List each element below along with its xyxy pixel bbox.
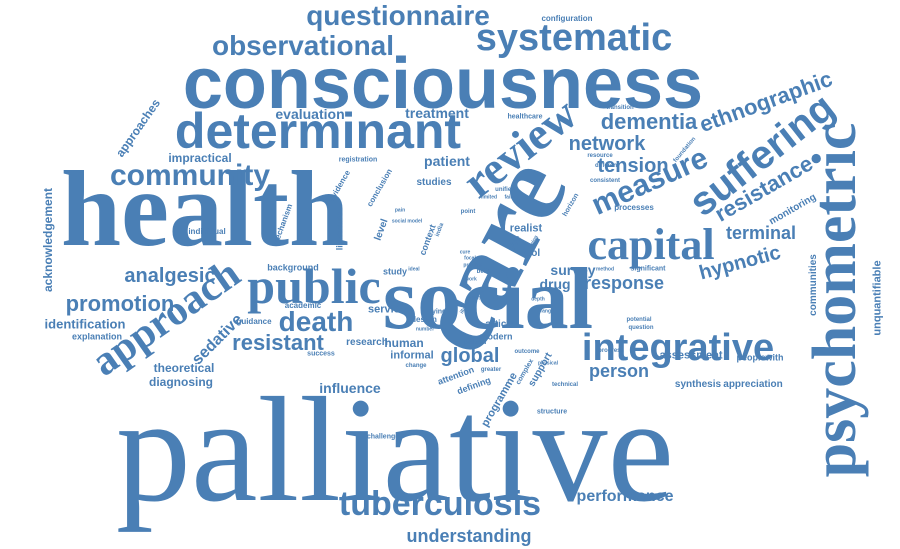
word-terminal: terminal: [726, 224, 796, 242]
word-progress: progress: [598, 348, 624, 354]
word-community: community: [110, 161, 270, 191]
word-study: study: [383, 268, 407, 277]
word-performance: performance: [577, 489, 674, 505]
word-literature: literature: [336, 212, 345, 251]
word-understanding: understanding: [407, 527, 532, 545]
word-processes: processes: [614, 204, 654, 212]
word-global: global: [441, 346, 500, 366]
word-depth: depth: [531, 298, 545, 303]
word-design: design: [411, 316, 437, 324]
word-focal: focal: [464, 257, 476, 262]
word-greater: greater: [481, 367, 501, 373]
word-method: method: [596, 268, 614, 273]
word-work: work: [465, 278, 477, 283]
word-physical: physical: [538, 362, 558, 367]
word-survey: survey: [550, 263, 595, 277]
word-conclusion: conclusion: [366, 168, 394, 209]
word-promotion: promotion: [66, 293, 175, 315]
word-significant: significant: [630, 266, 665, 273]
word-explanation: explanation: [72, 333, 122, 342]
word-limited: limited: [481, 196, 497, 201]
word-success: success: [307, 351, 335, 358]
word-systematic: systematic: [476, 19, 672, 57]
word-range: range: [540, 310, 554, 315]
word-dying: dying: [428, 309, 447, 316]
word-healthcare: healthcare: [507, 114, 542, 121]
word-failure: failure: [504, 196, 519, 201]
word-service: service: [368, 305, 406, 316]
word-capital: capital: [587, 223, 714, 267]
word-diagnosing: diagnosing: [149, 376, 213, 388]
word-network: network: [569, 134, 646, 154]
word-individual: individual: [188, 228, 225, 236]
word-drug: drug: [539, 277, 570, 291]
word-pain: pain: [395, 209, 405, 214]
word-influence: influence: [319, 381, 380, 395]
word-better: better: [477, 269, 494, 275]
word-structure: structure: [537, 409, 567, 416]
word-synthesis: synthesis: [675, 380, 721, 390]
word-transition: transition: [606, 105, 633, 111]
word-theoretical: theoretical: [154, 362, 215, 374]
word-peoplewith: peoplewith: [737, 354, 784, 363]
word-unified: unified: [495, 187, 515, 193]
word-research: research: [346, 338, 388, 348]
word-configuration: configuration: [541, 15, 592, 23]
word-academic: academic: [285, 302, 321, 310]
word-number: number: [416, 328, 434, 333]
word-acknowledgement: acknowledgement: [42, 188, 54, 292]
word-social-model: social model: [392, 220, 422, 225]
word-informal: informal: [390, 351, 433, 362]
word-change: change: [405, 363, 426, 369]
word-evaluation: evaluation: [275, 107, 344, 121]
word-potential: potential: [627, 317, 652, 323]
word-resource: resource: [587, 153, 612, 159]
word-point: point: [461, 209, 476, 215]
word-dementia: dementia: [601, 111, 698, 133]
word-consistent: consistent: [590, 178, 620, 184]
word-article: article: [485, 320, 514, 330]
word-appreciation: appreciation: [723, 380, 782, 390]
word-practice: practice: [463, 264, 482, 269]
word-background: background: [267, 264, 319, 273]
word-realist: realist: [510, 224, 542, 235]
word-tuberculosis: tuberculosis: [339, 487, 541, 521]
word-treatment: treatment: [405, 106, 469, 120]
word-outcome: outcome: [514, 349, 539, 355]
word-response: response: [584, 274, 664, 292]
word-impractical: impractical: [168, 152, 231, 164]
word-different: different: [595, 163, 619, 169]
word-ideal: ideal: [408, 268, 419, 273]
word-guidance: guidance: [236, 318, 271, 326]
word-question: question: [629, 325, 654, 331]
word-human: human: [384, 337, 423, 349]
word-questionnaire: questionnaire: [306, 2, 490, 30]
word-assessment: assessment: [660, 351, 723, 362]
word-tool: tool: [522, 249, 540, 259]
word-political: political: [464, 340, 487, 346]
word-unquantifiable: unquantifiable: [873, 260, 884, 335]
word-technical: technical: [552, 382, 578, 388]
word-person: person: [589, 362, 649, 380]
word-observational: observational: [212, 32, 394, 60]
word-challenge: challenge: [367, 434, 399, 441]
word-studies: studies: [416, 178, 451, 188]
word-communities: communities: [809, 254, 819, 316]
word-level: level: [373, 218, 390, 242]
word-patient: patient: [424, 154, 470, 168]
word-identification: identification: [45, 318, 126, 331]
word-registration: registration: [339, 157, 378, 164]
word-analgesic: analgesic: [124, 266, 215, 286]
